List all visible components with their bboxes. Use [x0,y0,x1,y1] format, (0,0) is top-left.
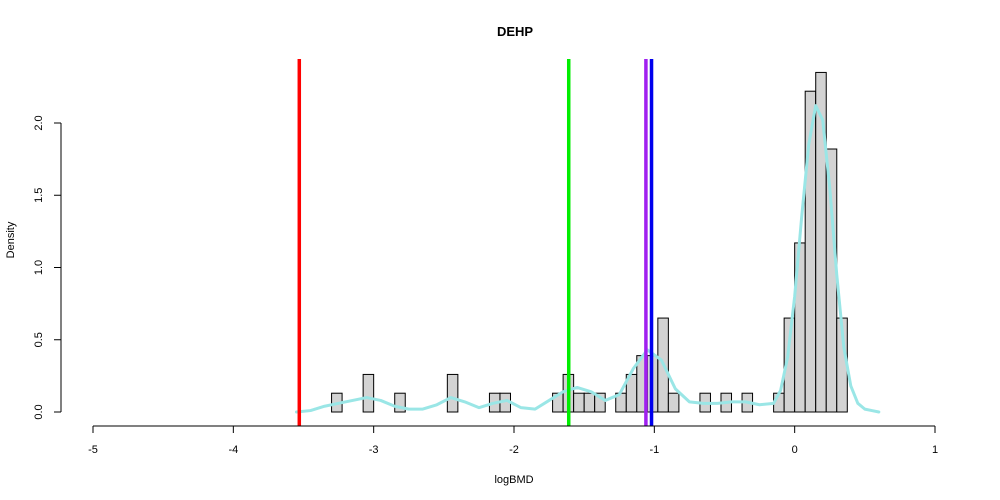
x-axis: -5 -4 -3 -2 -1 0 1 [88,425,938,456]
x-tick-label-3: -2 [509,444,519,456]
histogram-bar-3 [446,373,459,413]
histogram-bar-8 [573,392,585,413]
histogram-bar-16 [667,392,680,413]
histogram-bar-24 [815,71,827,413]
vertical-lines [297,59,654,426]
y-axis-label: Density [5,221,17,258]
density-curve [294,104,881,414]
y-tick-label-4: 2.0 [33,115,45,130]
y-tick-label-2: 1.0 [33,260,45,275]
x-tick-label-5: 0 [792,444,798,456]
histogram-bar-2 [394,392,406,413]
histogram-bar-1 [362,373,375,413]
histogram-bars [331,71,848,413]
histogram-bar-10 [594,392,606,413]
y-tick-label-0: 0.0 [33,404,45,419]
x-tick-label-6: 1 [932,444,938,456]
histogram-bar-9 [583,392,596,413]
density-curve-layer [294,104,881,414]
y-tick-label-3: 1.5 [33,188,45,203]
x-tick-label-1: -4 [228,444,238,456]
chart-title: DEHP [497,24,533,39]
x-tick-label-4: -1 [649,444,659,456]
x-tick-label-2: -3 [369,444,379,456]
histogram-bar-25 [825,148,838,413]
x-axis-label: logBMD [494,474,533,486]
y-tick-label-1: 0.5 [33,332,45,347]
x-tick-label-0: -5 [88,444,98,456]
y-axis: 0.0 0.5 1.0 1.5 2.0 [33,115,62,420]
